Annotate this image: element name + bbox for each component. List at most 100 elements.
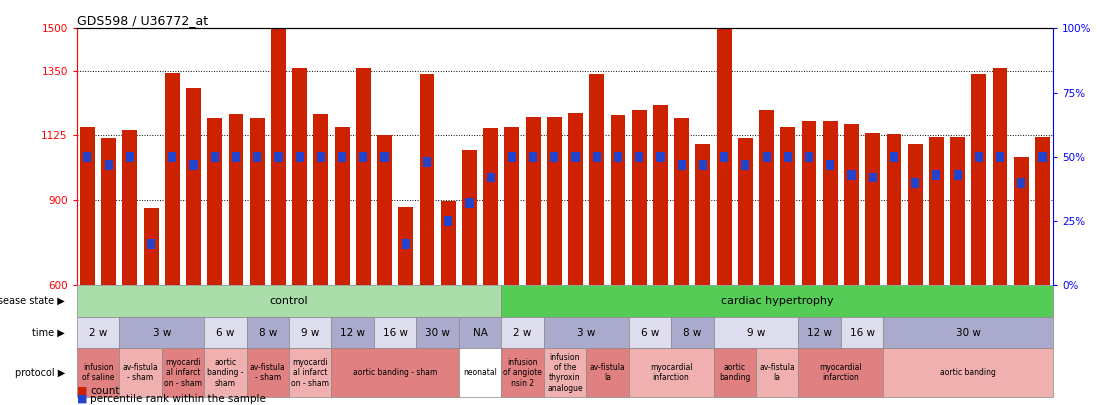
- Text: NA: NA: [473, 328, 487, 338]
- Bar: [883, 348, 1053, 397]
- Bar: [586, 348, 629, 397]
- Text: av-fistula
la: av-fistula la: [589, 363, 625, 382]
- Bar: [441, 201, 455, 286]
- Bar: [783, 152, 792, 162]
- Text: infusion
of the
thyroxin
analogue: infusion of the thyroxin analogue: [547, 352, 583, 393]
- Bar: [80, 127, 94, 286]
- Bar: [972, 74, 986, 286]
- Bar: [1014, 157, 1029, 286]
- Bar: [907, 144, 923, 286]
- Bar: [462, 150, 477, 286]
- Bar: [841, 317, 883, 348]
- Text: protocol ▶: protocol ▶: [15, 368, 65, 377]
- Bar: [168, 152, 177, 162]
- Text: disease state ▶: disease state ▶: [0, 296, 65, 306]
- Bar: [632, 110, 646, 286]
- Bar: [211, 152, 218, 162]
- Bar: [126, 152, 134, 162]
- Bar: [444, 216, 452, 226]
- Bar: [317, 152, 325, 162]
- Bar: [459, 317, 501, 348]
- Text: GDS598 / U36772_at: GDS598 / U36772_at: [77, 14, 208, 27]
- Bar: [572, 152, 579, 162]
- Text: aortic banding - sham: aortic banding - sham: [353, 368, 438, 377]
- Bar: [120, 348, 161, 397]
- Bar: [890, 152, 898, 162]
- Text: 3 w: 3 w: [152, 328, 171, 338]
- Bar: [417, 317, 459, 348]
- Bar: [716, 28, 732, 286]
- Text: time ▶: time ▶: [32, 328, 65, 338]
- Bar: [671, 317, 713, 348]
- Bar: [289, 317, 331, 348]
- Text: 8 w: 8 w: [683, 328, 701, 338]
- Text: aortic
banding: aortic banding: [719, 363, 750, 382]
- Bar: [802, 121, 816, 286]
- Bar: [713, 348, 756, 397]
- Text: myocardi
al infarct
on - sham: myocardi al infarct on - sham: [163, 358, 202, 388]
- Bar: [398, 207, 414, 286]
- Bar: [487, 173, 495, 182]
- Text: av-fistula
- sham: av-fistula - sham: [123, 363, 158, 382]
- Bar: [274, 152, 283, 162]
- Bar: [592, 152, 601, 162]
- Bar: [953, 170, 962, 180]
- Text: 9 w: 9 w: [301, 328, 319, 338]
- Bar: [635, 152, 643, 162]
- Text: cardiac hypertrophy: cardiac hypertrophy: [721, 296, 834, 306]
- Bar: [331, 348, 459, 397]
- Bar: [1039, 152, 1047, 162]
- Bar: [713, 317, 799, 348]
- Text: aortic banding: aortic banding: [940, 368, 996, 377]
- Bar: [886, 134, 902, 286]
- Bar: [883, 317, 1053, 348]
- Bar: [508, 152, 516, 162]
- Text: control: control: [270, 296, 308, 306]
- Bar: [826, 160, 835, 170]
- Bar: [912, 178, 919, 188]
- Bar: [247, 348, 289, 397]
- Text: count: count: [90, 386, 120, 396]
- Text: 6 w: 6 w: [216, 328, 235, 338]
- Bar: [253, 152, 261, 162]
- Bar: [207, 118, 223, 286]
- Bar: [77, 317, 120, 348]
- Text: myocardi
al infarct
on - sham: myocardi al infarct on - sham: [292, 358, 329, 388]
- Bar: [678, 160, 686, 170]
- Bar: [525, 117, 541, 286]
- Text: 8 w: 8 w: [259, 328, 278, 338]
- Bar: [381, 152, 388, 162]
- Bar: [529, 152, 538, 162]
- Bar: [402, 239, 410, 249]
- Bar: [355, 68, 371, 286]
- Bar: [250, 118, 264, 286]
- Text: av-fistula
la: av-fistula la: [759, 363, 795, 382]
- Bar: [123, 130, 137, 286]
- Bar: [247, 317, 289, 348]
- Bar: [423, 157, 431, 167]
- Bar: [547, 117, 562, 286]
- Text: 12 w: 12 w: [340, 328, 365, 338]
- Bar: [374, 317, 417, 348]
- Text: 6 w: 6 w: [641, 328, 659, 338]
- Bar: [866, 132, 880, 286]
- Bar: [614, 152, 622, 162]
- Bar: [950, 137, 965, 286]
- Bar: [932, 170, 940, 180]
- Bar: [993, 68, 1007, 286]
- Text: myocardial
infarction: myocardial infarction: [649, 363, 692, 382]
- Text: ■: ■: [77, 394, 88, 404]
- Bar: [568, 113, 583, 286]
- Bar: [695, 144, 711, 286]
- Bar: [377, 136, 392, 286]
- Text: 30 w: 30 w: [426, 328, 450, 338]
- Bar: [780, 127, 795, 286]
- Bar: [805, 152, 813, 162]
- Bar: [104, 160, 113, 170]
- Bar: [295, 152, 304, 162]
- Bar: [847, 170, 856, 180]
- Bar: [629, 348, 713, 397]
- Bar: [611, 115, 625, 286]
- Text: neonatal: neonatal: [463, 368, 497, 377]
- Bar: [228, 114, 244, 286]
